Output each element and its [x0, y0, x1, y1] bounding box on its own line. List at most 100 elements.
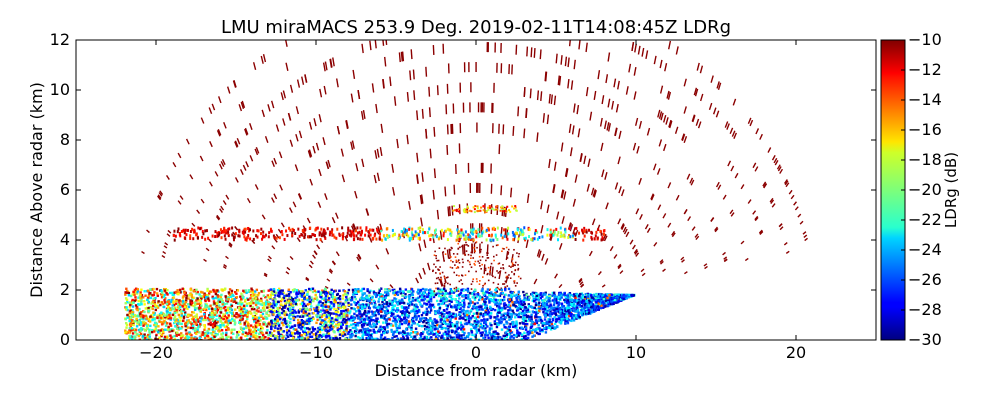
- ldr-streak: [681, 133, 685, 141]
- ldr-cell: [158, 314, 161, 317]
- ldr-speckle: [470, 283, 473, 285]
- ldr-cell: [452, 209, 455, 212]
- ldr-streak: [329, 268, 334, 273]
- ldr-cell: [182, 309, 185, 313]
- ldr-cell: [147, 319, 151, 323]
- ldr-streak: [590, 187, 595, 196]
- ldr-cell: [362, 327, 365, 331]
- ldr-cell: [442, 315, 445, 318]
- ldr-cell: [429, 303, 432, 306]
- ldr-cell: [273, 236, 276, 240]
- ldr-cell: [205, 308, 208, 312]
- ldr-speckle: [517, 293, 520, 296]
- ldr-cell: [396, 309, 400, 312]
- ldr-cell: [324, 236, 327, 240]
- ldr-speckle: [514, 261, 517, 264]
- ldr-cell: [239, 312, 243, 315]
- ldr-streak: [541, 253, 545, 261]
- ldr-streak: [368, 236, 373, 243]
- ldr-cell: [288, 333, 291, 337]
- ldr-cell: [507, 287, 511, 291]
- ldr-streak: [578, 278, 583, 284]
- ldr-cell: [487, 297, 491, 301]
- ldr-cell: [434, 231, 437, 235]
- ldr-cell: [476, 309, 479, 312]
- ldr-speckle: [486, 254, 489, 257]
- ldr-cell: [551, 299, 555, 302]
- ldr-streak: [563, 191, 567, 200]
- ldr-cell: [322, 309, 325, 312]
- ldr-cell: [215, 302, 219, 305]
- ldr-cell: [313, 233, 316, 237]
- ldr-cell: [199, 310, 202, 313]
- ldr-cell: [483, 324, 486, 328]
- ldr-cell: [155, 322, 159, 326]
- ldr-cell: [156, 329, 160, 332]
- ldr-cell: [284, 304, 287, 308]
- ldr-cell: [178, 231, 181, 235]
- ldr-cell: [128, 319, 131, 323]
- ldr-streak: [240, 101, 245, 110]
- ldr-cell: [514, 206, 517, 209]
- ldr-cell: [418, 320, 421, 324]
- ldr-cell: [379, 287, 383, 290]
- ldr-streak: [159, 190, 164, 195]
- ldr-cell: [221, 315, 225, 318]
- ldr-cell: [143, 333, 146, 336]
- ldr-cell: [479, 209, 482, 212]
- ldr-cell: [280, 303, 283, 306]
- ldr-streak: [607, 98, 611, 108]
- ldr-cell: [320, 335, 323, 339]
- ldr-cell: [600, 298, 604, 301]
- ldr-cell: [427, 332, 431, 336]
- ldr-streak: [365, 208, 370, 216]
- ldr-cell: [270, 319, 273, 323]
- ldr-cell: [496, 237, 499, 241]
- ldr-cell: [258, 336, 261, 339]
- ldr-cell: [320, 324, 324, 328]
- ldr-cell: [352, 231, 355, 235]
- ldr-cell: [224, 316, 228, 319]
- ldr-streak: [660, 112, 664, 121]
- ldr-cell: [277, 315, 280, 319]
- ldr-cell: [462, 312, 465, 315]
- ldr-streak: [561, 216, 565, 224]
- ldr-streak: [270, 100, 275, 109]
- ldr-streak: [352, 69, 356, 79]
- ldr-streak: [601, 169, 605, 178]
- ldr-cell: [544, 291, 547, 294]
- ldr-speckle: [436, 259, 438, 262]
- ldr-cell: [539, 317, 542, 320]
- ldr-cell: [464, 230, 467, 234]
- ldr-cell: [495, 290, 499, 293]
- ldr-streak: [282, 118, 286, 126]
- ldr-streak: [779, 168, 784, 174]
- ldr-cell: [470, 237, 473, 241]
- ldr-cell: [467, 237, 470, 241]
- ldr-cell: [330, 230, 333, 234]
- ldr-cell: [243, 235, 246, 239]
- ldr-speckle: [485, 259, 487, 262]
- ldr-cell: [154, 296, 157, 300]
- ldr-cell: [299, 315, 302, 318]
- ldr-cell: [351, 326, 355, 330]
- ldr-streak: [357, 89, 361, 100]
- ldr-cell: [254, 331, 258, 335]
- ldr-cell: [315, 333, 318, 337]
- ldr-cell: [269, 304, 272, 307]
- ldr-cell: [208, 314, 211, 317]
- ldr-cell: [373, 311, 377, 314]
- ldr-cell: [347, 226, 350, 230]
- ldr-cell: [422, 231, 425, 235]
- ldr-streak: [604, 172, 608, 180]
- ldr-cell: [288, 301, 291, 304]
- ldr-speckle: [512, 264, 515, 266]
- ldr-streak: [788, 189, 793, 195]
- ldr-cell: [200, 315, 203, 318]
- ldr-streak: [560, 189, 564, 198]
- ldr-cell: [574, 237, 577, 241]
- ldr-cell: [378, 327, 381, 330]
- ldr-cell: [148, 330, 151, 333]
- ldr-streak: [588, 250, 593, 257]
- ldr-streak: [593, 190, 597, 198]
